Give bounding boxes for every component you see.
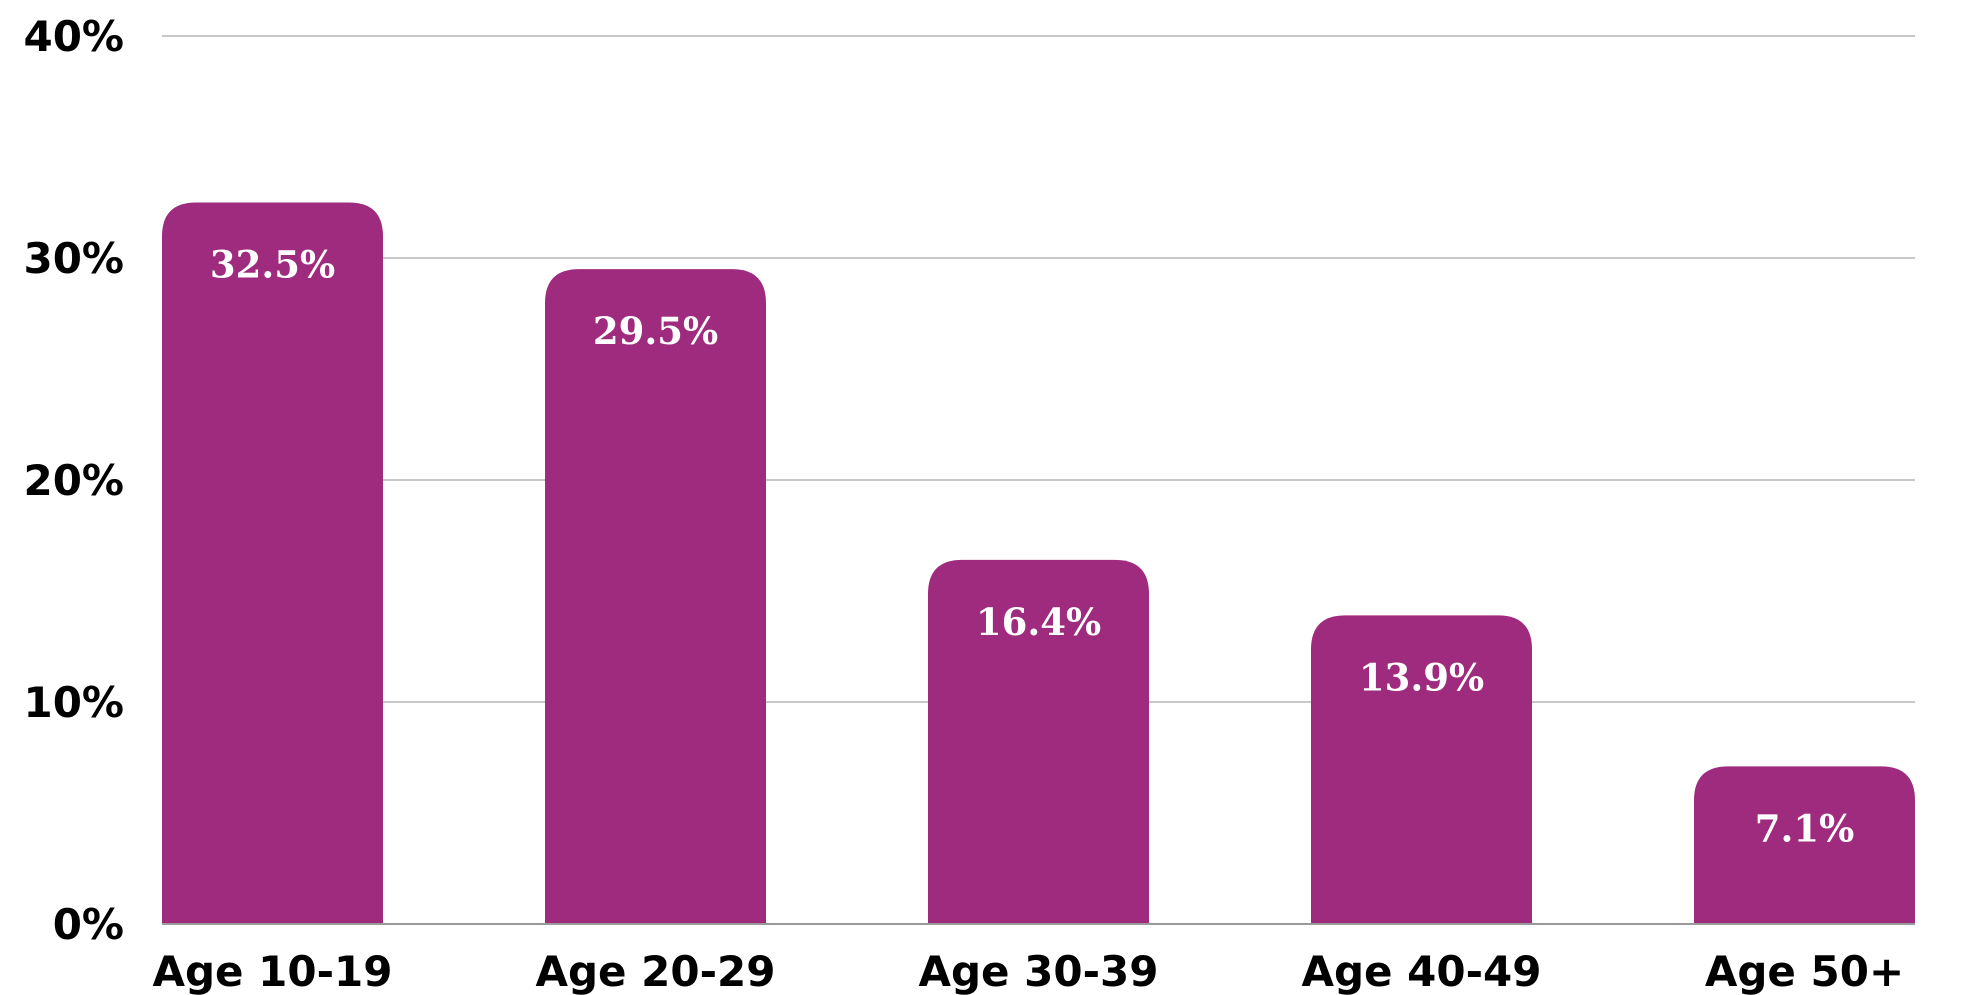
bar-value-label: 16.4%	[976, 600, 1101, 644]
bar-value-label: 13.9%	[1359, 655, 1484, 699]
x-category-label: Age 20-29	[535, 947, 775, 995]
bar	[1694, 766, 1915, 924]
y-axis-tick-labels: 0% 10% 20% 30% 40%	[23, 12, 124, 949]
y-tick-label: 20%	[23, 456, 124, 505]
y-tick-label: 10%	[23, 678, 124, 727]
bar-value-label: 7.1%	[1755, 806, 1855, 850]
x-axis-category-labels: Age 10-19 Age 20-29 Age 30-39 Age 40-49 Age …	[152, 947, 1904, 995]
bar	[162, 202, 383, 924]
y-tick-label: 30%	[23, 234, 124, 283]
y-tick-label: 40%	[23, 12, 124, 61]
x-category-label: Age 10-19	[152, 947, 392, 995]
bar	[1311, 615, 1532, 924]
x-category-label: Age 50+	[1705, 947, 1904, 995]
bar-value-label: 32.5%	[210, 243, 335, 287]
bar	[928, 559, 1149, 924]
bar	[545, 269, 766, 925]
x-category-label: Age 30-39	[918, 947, 1158, 995]
y-tick-label: 0%	[53, 900, 124, 949]
value-labels: 32.5% 29.5% 16.4% 13.9% 7.1%	[210, 243, 1854, 851]
bar-value-label: 29.5%	[593, 309, 718, 353]
x-category-label: Age 40-49	[1301, 947, 1541, 995]
bars	[162, 202, 1915, 925]
